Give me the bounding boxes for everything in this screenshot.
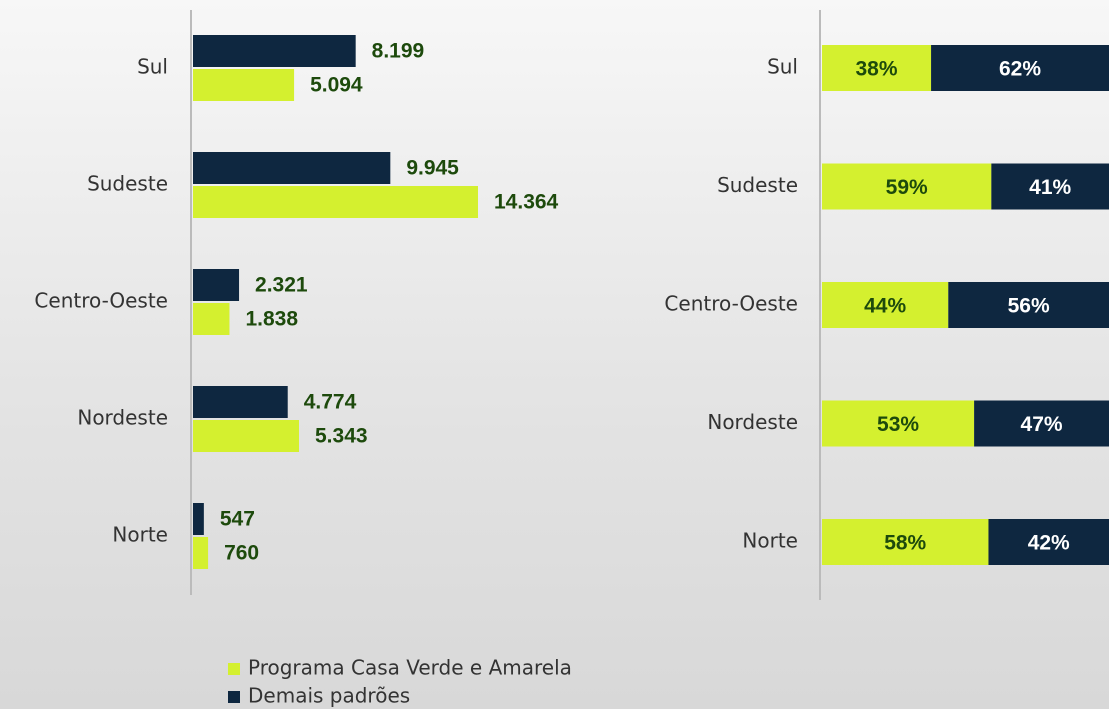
value-label: 58%	[884, 532, 926, 555]
value-label: 41%	[1029, 176, 1071, 199]
category-label: Centro-Oeste	[664, 292, 798, 316]
category-label: Centro-Oeste	[34, 289, 168, 313]
bar-segment	[931, 45, 1109, 91]
bar	[193, 503, 204, 535]
bar-segment	[822, 282, 949, 328]
category-label: Sudeste	[87, 172, 168, 196]
category-label: Sul	[137, 55, 168, 79]
value-label: 56%	[1008, 295, 1050, 318]
bar	[193, 537, 209, 569]
category-label: Sul	[767, 55, 798, 79]
category-label: Nordeste	[707, 410, 798, 434]
bar-segment	[822, 519, 989, 565]
bar-segment	[988, 519, 1109, 565]
bar-segment	[822, 400, 975, 447]
value-label: 42%	[1028, 532, 1070, 555]
legend-swatch	[228, 663, 240, 675]
value-label: 59%	[886, 176, 928, 199]
bar	[193, 69, 295, 101]
value-label: 47%	[1021, 413, 1063, 436]
bar	[193, 386, 288, 418]
value-label: 2.321	[255, 274, 308, 297]
value-label: 760	[224, 542, 259, 565]
value-label: 5.094	[310, 74, 363, 97]
value-label: 53%	[877, 413, 919, 436]
legend-label: Demais padrões	[248, 684, 410, 708]
bar	[193, 152, 391, 184]
category-label: Norte	[742, 529, 798, 553]
legend-swatch	[228, 691, 240, 703]
value-label: 44%	[864, 295, 906, 318]
bar-segment	[822, 45, 932, 91]
value-label: 8.199	[372, 40, 425, 63]
value-label: 14.364	[494, 191, 559, 214]
value-label: 62%	[999, 58, 1041, 81]
category-label: Nordeste	[77, 406, 168, 430]
value-label: 4.774	[304, 391, 357, 414]
bar-segment	[948, 282, 1109, 328]
bar-segment	[822, 163, 992, 210]
legend-label: Programa Casa Verde e Amarela	[248, 656, 572, 680]
bar-segment	[974, 400, 1109, 447]
bar	[193, 35, 356, 67]
category-label: Sudeste	[717, 173, 798, 197]
bar-segment	[991, 163, 1109, 210]
bar	[193, 420, 300, 452]
value-label: 38%	[856, 58, 898, 81]
value-label: 9.945	[406, 157, 459, 180]
bar	[193, 303, 230, 335]
category-label: Norte	[112, 523, 168, 547]
value-label: 547	[220, 508, 255, 531]
value-label: 1.838	[245, 308, 298, 331]
bar	[193, 186, 478, 218]
bar	[193, 269, 240, 301]
value-label: 5.343	[315, 425, 368, 448]
